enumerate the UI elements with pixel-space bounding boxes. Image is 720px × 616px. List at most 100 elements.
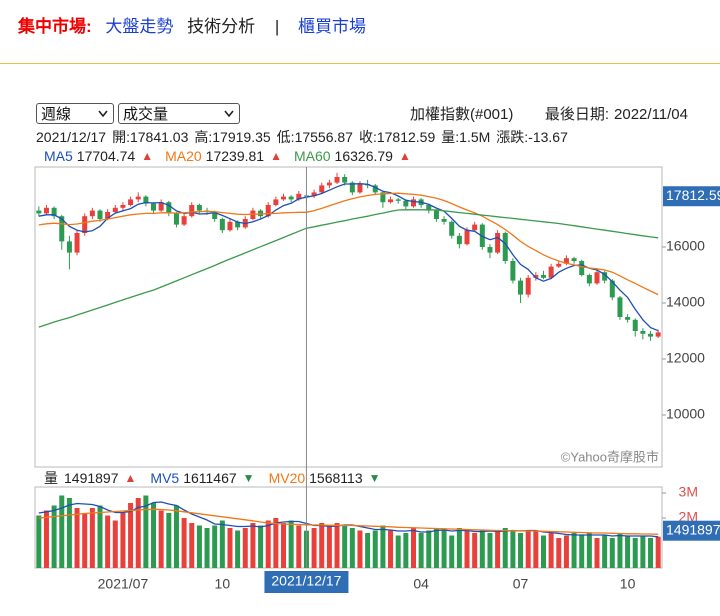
indicator-select[interactable]: 成交量 (118, 103, 240, 124)
candle-body (487, 246, 493, 253)
header-rule (0, 63, 720, 64)
legend-name: MA20 (165, 148, 202, 164)
mv-line (38, 508, 659, 535)
legend-value: 1568113 (309, 470, 363, 486)
candle-body (334, 176, 340, 183)
index-name: 加權指數(#001) (410, 106, 513, 123)
info-value: 1.5M (459, 129, 490, 145)
volume-bar (212, 525, 218, 568)
volume-bar (120, 513, 126, 568)
candle-body (655, 332, 661, 337)
candle-body (51, 207, 57, 217)
volume-bar (632, 538, 638, 568)
volume-bar (128, 503, 134, 568)
volume-bar (426, 530, 432, 568)
candle-body (342, 176, 348, 183)
volume-bar (556, 538, 562, 568)
candle-body (433, 210, 439, 219)
info-label: 高: (194, 129, 212, 145)
volume-bar (579, 535, 585, 568)
ma-line (38, 192, 659, 296)
volume-bar (288, 520, 294, 568)
period-select[interactable]: 週線 (36, 103, 114, 124)
candle-body (135, 196, 141, 200)
current-tab: 技術分析 (187, 17, 256, 36)
candle-body (548, 266, 554, 278)
candle-body (143, 196, 149, 204)
candle-body (502, 232, 508, 261)
volume-bar (74, 508, 80, 568)
volume-legend: 量 1491897 ▲ MV5 1611467 ▼ MV20 1568113 ▼ (44, 470, 381, 486)
volume-bar (640, 535, 646, 568)
info-date: 2021/12/17 (36, 129, 106, 145)
volume-bar (242, 528, 248, 568)
legend-name: 量 (44, 470, 58, 486)
volume-bar (487, 533, 493, 568)
candle-body (296, 193, 302, 200)
volume-bar (82, 513, 88, 568)
candle-body (173, 213, 179, 225)
candle-body (403, 200, 409, 207)
last-date-value: 2022/11/04 (614, 106, 688, 123)
legend-value: 17704.74 (77, 148, 136, 164)
volume-bar (181, 518, 187, 568)
candle-body (380, 192, 386, 203)
volume-bar (518, 533, 524, 568)
info-value: 17556.87 (295, 129, 354, 145)
chevron (224, 110, 234, 118)
candle-body (128, 199, 134, 205)
candle-body (372, 185, 378, 193)
volume-bar (250, 523, 256, 568)
trend-link[interactable]: 大盤走勢 (105, 17, 174, 36)
candle-body (617, 297, 623, 317)
volume-bar (510, 530, 516, 568)
candle-body (640, 331, 646, 334)
otc-link[interactable]: 櫃買市場 (298, 17, 367, 36)
candle-body (288, 196, 294, 200)
volume-bar (173, 505, 179, 568)
volume-bar (617, 533, 623, 568)
volume-bar (609, 538, 615, 568)
y-tick-label: 16000 (666, 238, 705, 254)
volume-bar (472, 533, 478, 568)
candle-body (212, 211, 218, 219)
candle-body (563, 258, 569, 264)
last-date: 最後日期: 2022/11/04 (545, 106, 688, 123)
volume-bar (441, 530, 447, 568)
candle-body (464, 230, 470, 245)
volume-bar (273, 518, 279, 568)
info-label: 量: (441, 129, 459, 145)
volume-bar (66, 498, 72, 568)
candle-body (227, 221, 233, 231)
candle-body (602, 272, 608, 281)
volume-bar (151, 503, 157, 568)
legend-arrow: ▲ (399, 149, 411, 163)
y-tick-label: 10000 (666, 406, 705, 422)
volume-bar (357, 530, 363, 568)
x-tick-label: 10 (215, 576, 231, 592)
candle-body (495, 232, 501, 253)
candle-body (265, 204, 271, 217)
legend-arrow: ▼ (369, 471, 381, 485)
volume-bar (479, 530, 485, 568)
period-value: 週線 (41, 106, 72, 123)
volume-bar (281, 523, 287, 568)
info-line: 2021/12/17 開:17841.03 高:17919.35 低:17556.87… (36, 129, 568, 145)
candle-body (36, 210, 42, 214)
ma-line (38, 183, 659, 332)
volume-bar (602, 535, 608, 568)
crosshair-date-box (264, 571, 349, 593)
volume-bar (204, 528, 210, 568)
chevron (98, 110, 108, 118)
volume-bar (227, 528, 233, 568)
candle-body (219, 218, 225, 231)
legend-arrow: ▲ (125, 471, 137, 485)
x-tick-label: 2021/07 (98, 576, 149, 592)
candle-body (510, 260, 516, 281)
ma-line (38, 209, 659, 328)
price-label: 17812.59 (666, 187, 720, 203)
candle-body (579, 260, 585, 275)
candle-body (556, 263, 562, 267)
info-label: 低: (277, 129, 295, 145)
candle-body (594, 272, 600, 284)
